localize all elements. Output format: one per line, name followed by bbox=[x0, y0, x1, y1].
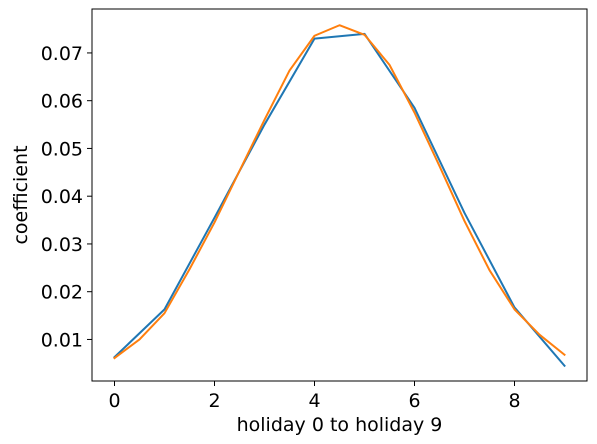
x-axis-ticks: 0 2 4 6 8 bbox=[108, 381, 521, 412]
y-tick-label: 0.03 bbox=[41, 234, 83, 256]
x-tick-label: 6 bbox=[408, 390, 420, 412]
plot-frame bbox=[91, 8, 588, 382]
y-tick-label: 0.02 bbox=[41, 282, 83, 304]
series-1-line bbox=[113, 24, 566, 360]
y-tick-label: 0.06 bbox=[41, 91, 83, 113]
y-tick-label: 0.07 bbox=[41, 43, 83, 65]
x-tick-label: 0 bbox=[108, 390, 120, 412]
x-tick-label: 8 bbox=[508, 390, 520, 412]
y-tick-label: 0.05 bbox=[41, 138, 83, 160]
y-tick-label: 0.04 bbox=[41, 186, 83, 208]
series-0-line bbox=[113, 32, 566, 368]
x-tick-label: 4 bbox=[308, 390, 320, 412]
series-layer bbox=[113, 24, 566, 368]
x-axis-label: holiday 0 to holiday 9 bbox=[237, 414, 443, 436]
y-tick-label: 0.01 bbox=[41, 329, 83, 351]
y-axis-ticks: 0.01 0.02 0.03 0.04 0.05 0.06 0.07 bbox=[41, 43, 92, 351]
x-tick-label: 2 bbox=[208, 390, 220, 412]
y-axis-label: coefficient bbox=[10, 145, 32, 244]
